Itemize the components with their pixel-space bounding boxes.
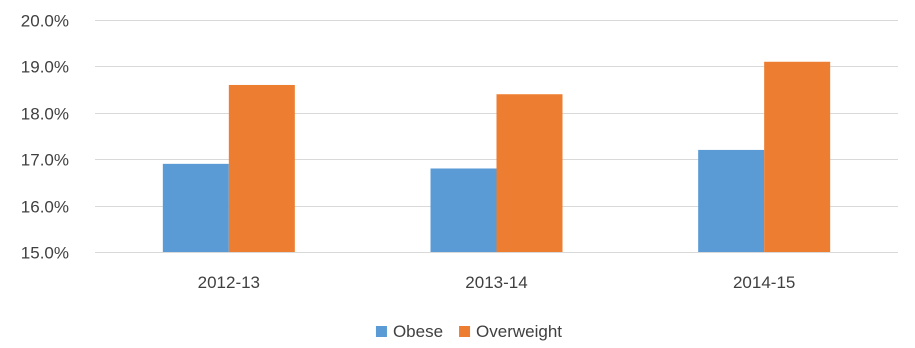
legend-item-obese: Obese	[375, 322, 443, 341]
x-tick-label: 2013-14	[465, 273, 527, 292]
y-tick-label: 19.0%	[21, 58, 69, 77]
bar-overweight-2013-14	[496, 94, 563, 253]
bar-obese-2012-13	[162, 163, 229, 252]
legend-swatch	[459, 326, 471, 337]
bar-obese-2014-15	[698, 149, 765, 252]
y-tick-label: 20.0%	[21, 12, 69, 31]
legend-swatch	[375, 326, 387, 337]
y-axis-ticks: 15.0% 16.0% 17.0% 18.0% 19.0% 20.0%	[21, 12, 69, 263]
bars	[162, 61, 831, 253]
bar-overweight-2014-15	[764, 61, 831, 253]
legend: Obese Overweight	[375, 322, 562, 341]
x-tick-label: 2012-13	[198, 273, 260, 292]
x-axis-ticks: 2012-13 2013-14 2014-15	[198, 273, 796, 292]
y-tick-label: 18.0%	[21, 105, 69, 124]
y-tick-label: 15.0%	[21, 244, 69, 263]
bar-overweight-2012-13	[228, 84, 295, 253]
legend-item-overweight: Overweight	[459, 322, 562, 341]
legend-label: Overweight	[476, 322, 562, 341]
x-tick-label: 2014-15	[733, 273, 795, 292]
bar-obese-2013-14	[430, 168, 497, 252]
y-tick-label: 17.0%	[21, 151, 69, 170]
legend-label: Obese	[393, 322, 443, 341]
y-tick-label: 16.0%	[21, 198, 69, 217]
